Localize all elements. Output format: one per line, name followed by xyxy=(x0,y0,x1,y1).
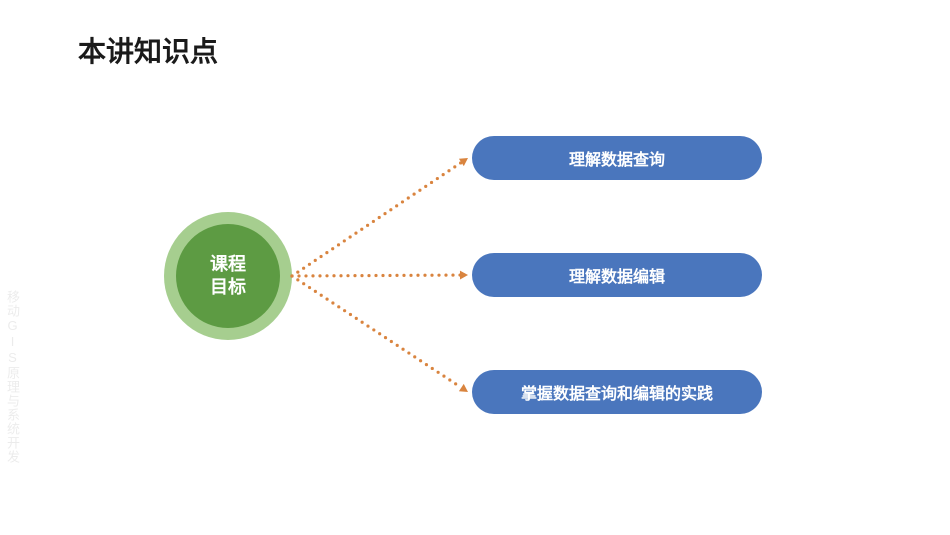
objective-label: 掌握数据查询和编辑的实践 xyxy=(521,380,713,404)
center-node-line2: 目标 xyxy=(210,277,246,297)
watermark-text: 移动GIS原理与系统开发 xyxy=(3,290,22,464)
center-node-line1: 课程 xyxy=(210,254,246,274)
center-node: 课程 目标 xyxy=(176,224,280,328)
slide-title: 本讲知识点 xyxy=(78,30,218,70)
objective-pill: 理解数据查询 xyxy=(472,136,762,180)
objective-pill: 理解数据编辑 xyxy=(472,253,762,297)
objective-label: 理解数据查询 xyxy=(569,146,665,170)
objective-pill: 掌握数据查询和编辑的实践 xyxy=(472,370,762,414)
objective-label: 理解数据编辑 xyxy=(569,263,665,287)
